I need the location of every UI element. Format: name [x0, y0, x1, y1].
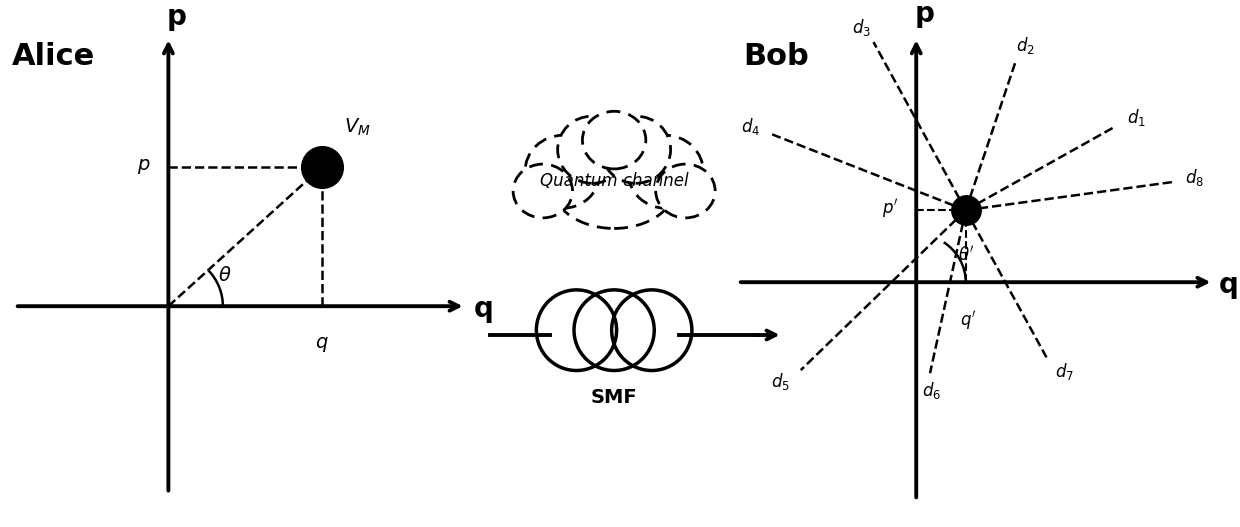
Text: $d_2$: $d_2$	[1016, 35, 1034, 56]
Text: $p$: $p$	[136, 158, 150, 177]
Ellipse shape	[656, 164, 715, 218]
Text: $d_3$: $d_3$	[852, 17, 872, 38]
Ellipse shape	[553, 144, 676, 228]
Ellipse shape	[601, 116, 671, 183]
Text: $p'$: $p'$	[882, 197, 899, 220]
Text: $\mathbf{p}$: $\mathbf{p}$	[166, 5, 187, 33]
Text: $q$: $q$	[315, 335, 329, 354]
Text: $V_M$: $V_M$	[343, 117, 371, 138]
Text: $d_8$: $d_8$	[1184, 167, 1204, 188]
Ellipse shape	[513, 164, 573, 218]
Ellipse shape	[525, 135, 600, 208]
Point	[312, 163, 332, 171]
Ellipse shape	[558, 116, 627, 183]
Text: SMF: SMF	[590, 388, 637, 407]
Text: $\mathbf{q}$: $\mathbf{q}$	[474, 297, 494, 325]
Point	[956, 206, 976, 214]
Text: Alice: Alice	[12, 42, 95, 71]
Text: $d_4$: $d_4$	[740, 116, 760, 137]
Ellipse shape	[627, 135, 703, 208]
Text: $d_6$: $d_6$	[923, 380, 941, 401]
Text: Quantum channel: Quantum channel	[539, 172, 688, 190]
Text: Bob: Bob	[743, 42, 808, 71]
Text: $d_1$: $d_1$	[1127, 107, 1146, 128]
Text: $\mathbf{p}$: $\mathbf{p}$	[914, 2, 935, 30]
Ellipse shape	[583, 111, 646, 169]
Text: $\theta'$: $\theta'$	[957, 246, 975, 265]
Text: $q'$: $q'$	[960, 309, 976, 332]
Text: $d_5$: $d_5$	[771, 371, 790, 392]
Text: $\mathbf{q}$: $\mathbf{q}$	[1219, 273, 1238, 301]
Text: $\theta$: $\theta$	[218, 266, 232, 285]
Text: $d_7$: $d_7$	[1055, 361, 1074, 382]
